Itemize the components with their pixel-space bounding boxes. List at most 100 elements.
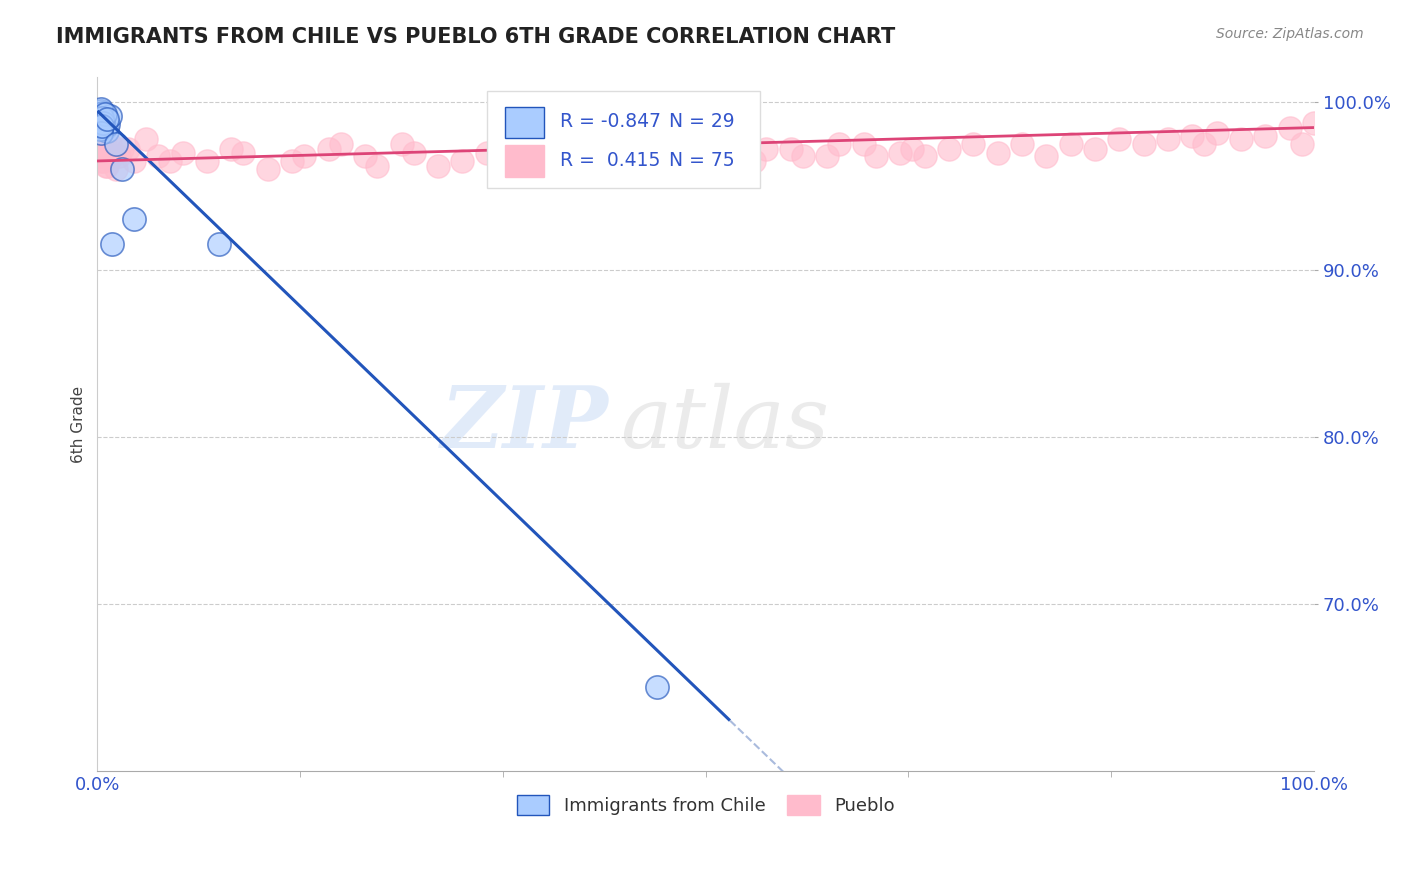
Point bbox=[987, 145, 1010, 160]
Point bbox=[93, 112, 115, 127]
Point bbox=[402, 145, 425, 160]
Point bbox=[89, 109, 111, 123]
Point bbox=[1254, 128, 1277, 143]
Point bbox=[548, 149, 571, 163]
Point bbox=[96, 159, 118, 173]
Point bbox=[91, 114, 114, 128]
Point bbox=[87, 137, 110, 152]
Text: R =  0.415: R = 0.415 bbox=[560, 151, 659, 170]
Text: atlas: atlas bbox=[620, 383, 830, 466]
Point bbox=[232, 145, 254, 160]
Point bbox=[852, 137, 875, 152]
Point bbox=[779, 142, 801, 156]
Point bbox=[1035, 149, 1057, 163]
Point bbox=[1132, 137, 1154, 152]
Point bbox=[93, 120, 115, 135]
Text: N = 75: N = 75 bbox=[669, 151, 735, 170]
Point bbox=[354, 149, 377, 163]
Point bbox=[89, 122, 111, 136]
Point bbox=[366, 159, 388, 173]
Point bbox=[671, 145, 693, 160]
Point bbox=[96, 112, 118, 127]
Point bbox=[695, 145, 717, 160]
Point bbox=[621, 159, 644, 173]
Point bbox=[172, 145, 194, 160]
Point bbox=[93, 105, 115, 120]
Point bbox=[1011, 137, 1033, 152]
Point bbox=[318, 142, 340, 156]
Point bbox=[122, 212, 145, 227]
Point bbox=[1059, 137, 1081, 152]
Text: ZIP: ZIP bbox=[440, 383, 609, 466]
Point bbox=[104, 162, 127, 177]
Point bbox=[90, 153, 112, 168]
Text: IMMIGRANTS FROM CHILE VS PUEBLO 6TH GRADE CORRELATION CHART: IMMIGRANTS FROM CHILE VS PUEBLO 6TH GRAD… bbox=[56, 27, 896, 46]
Point bbox=[90, 102, 112, 116]
Point bbox=[1108, 132, 1130, 146]
Point bbox=[111, 162, 134, 177]
Point bbox=[91, 142, 114, 156]
FancyBboxPatch shape bbox=[486, 91, 761, 188]
Point bbox=[108, 149, 131, 163]
Point bbox=[122, 153, 145, 168]
Point bbox=[1278, 120, 1301, 135]
Point bbox=[135, 132, 157, 146]
Point bbox=[427, 159, 450, 173]
Point bbox=[451, 153, 474, 168]
Point bbox=[93, 107, 115, 121]
Point bbox=[90, 126, 112, 140]
Point bbox=[219, 142, 242, 156]
Point bbox=[499, 142, 522, 156]
Point bbox=[101, 149, 124, 163]
Point bbox=[96, 124, 118, 138]
Y-axis label: 6th Grade: 6th Grade bbox=[72, 385, 86, 463]
Point bbox=[572, 137, 595, 152]
Point bbox=[889, 145, 911, 160]
Point bbox=[815, 149, 838, 163]
Point bbox=[1230, 132, 1253, 146]
Point bbox=[1205, 126, 1227, 140]
Point bbox=[718, 153, 741, 168]
Point bbox=[94, 159, 117, 173]
Point bbox=[828, 137, 851, 152]
Point bbox=[148, 149, 170, 163]
Point bbox=[865, 149, 887, 163]
Point bbox=[94, 112, 117, 127]
Point bbox=[256, 162, 278, 177]
Point bbox=[1084, 142, 1107, 156]
Point bbox=[159, 153, 181, 168]
Point bbox=[104, 137, 127, 152]
Point bbox=[91, 111, 114, 125]
Text: N = 29: N = 29 bbox=[669, 112, 735, 131]
Point bbox=[329, 137, 352, 152]
Legend: Immigrants from Chile, Pueblo: Immigrants from Chile, Pueblo bbox=[508, 786, 904, 824]
Point bbox=[938, 142, 960, 156]
Point bbox=[90, 111, 112, 125]
Point bbox=[90, 103, 112, 118]
Point bbox=[101, 237, 124, 252]
Point bbox=[645, 159, 668, 173]
Point bbox=[1181, 128, 1204, 143]
Point bbox=[208, 237, 231, 252]
Point bbox=[292, 149, 315, 163]
Point bbox=[117, 142, 139, 156]
FancyBboxPatch shape bbox=[505, 145, 544, 177]
Point bbox=[93, 119, 115, 133]
Point bbox=[93, 132, 115, 146]
Point bbox=[901, 142, 924, 156]
Point bbox=[91, 119, 114, 133]
Point bbox=[98, 109, 121, 123]
Point bbox=[1303, 115, 1326, 129]
FancyBboxPatch shape bbox=[505, 106, 544, 137]
Point bbox=[91, 115, 114, 129]
Point bbox=[744, 153, 766, 168]
Point bbox=[1291, 137, 1313, 152]
Point bbox=[89, 149, 111, 163]
Point bbox=[1157, 132, 1180, 146]
Point bbox=[645, 680, 668, 694]
Point bbox=[475, 145, 498, 160]
Point bbox=[792, 149, 814, 163]
Point bbox=[93, 153, 115, 168]
Point bbox=[98, 137, 121, 152]
Text: R = -0.847: R = -0.847 bbox=[560, 112, 661, 131]
